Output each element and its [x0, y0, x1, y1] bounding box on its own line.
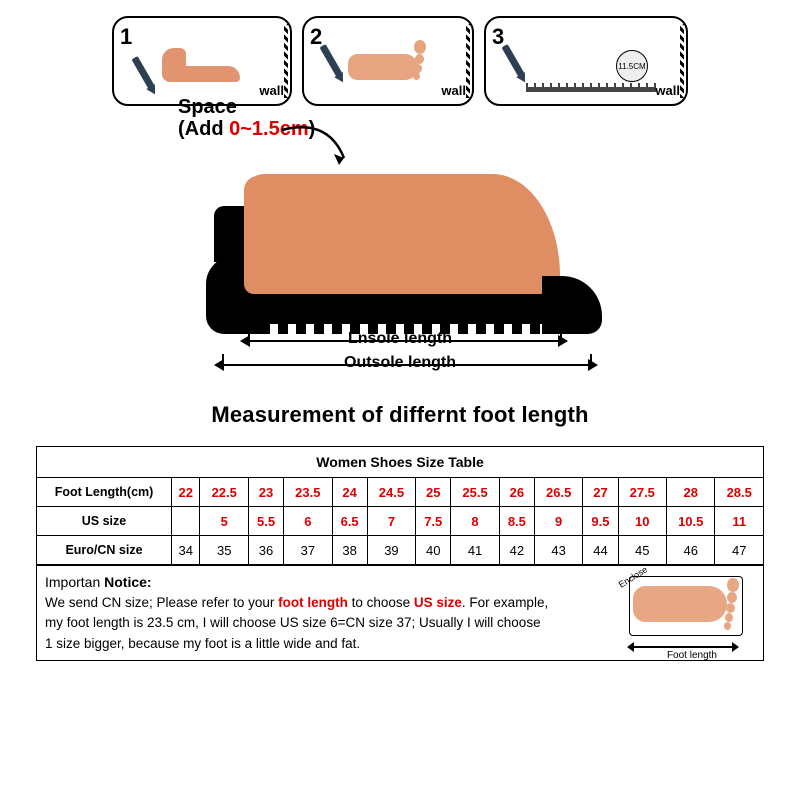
size-cell: 7.5 — [416, 507, 451, 536]
foot-length-label: Foot length — [0, 306, 800, 324]
size-cell: 26 — [499, 478, 534, 507]
foot-length-mini-label: Foot length — [667, 650, 717, 661]
size-cell: 6 — [284, 507, 332, 536]
notice-heading: Importan Notice: — [45, 572, 599, 593]
wall-hatch-icon — [284, 24, 288, 98]
notice-line-2: my foot length is 23.5 cm, I will choose… — [45, 613, 599, 633]
size-cell: 25 — [416, 478, 451, 507]
size-cell: 11 — [715, 507, 764, 536]
size-cell: 27 — [583, 478, 618, 507]
step-2-wall-label: wall — [441, 83, 466, 98]
notice-text: Importan Notice: We send CN size; Please… — [37, 566, 607, 660]
size-table-container: Women Shoes Size Table Foot Length(cm)22… — [36, 446, 764, 565]
notice-head-plain: Importan — [45, 574, 100, 590]
pencil-icon — [131, 56, 154, 89]
size-cell: 47 — [715, 536, 764, 565]
size-cell: 24 — [332, 478, 367, 507]
measurement-circle: 11.5CM — [616, 50, 648, 82]
notice-foot-length-keyword: foot length — [278, 595, 348, 610]
size-cell: 5 — [200, 507, 248, 536]
size-cell: 24.5 — [367, 478, 415, 507]
size-cell: 6.5 — [332, 507, 367, 536]
space-title: Space — [178, 96, 237, 118]
outsole-length-label: Outsole length — [0, 354, 800, 372]
size-cell: 22.5 — [200, 478, 248, 507]
table-row: Foot Length(cm)2222.52323.52424.52525.52… — [37, 478, 764, 507]
notice-line-3: 1 size bigger, because my foot is a litt… — [45, 634, 599, 654]
size-cell: 5.5 — [248, 507, 283, 536]
size-cell: 23.5 — [284, 478, 332, 507]
pencil-icon — [319, 44, 342, 77]
side-foot-icon — [162, 38, 242, 82]
pencil-icon — [501, 44, 524, 77]
notice-us-size-keyword: US size — [414, 595, 462, 610]
mini-foot-icon: Enclose Foot length — [629, 576, 737, 638]
circle-value: 11.5CM — [618, 62, 645, 71]
size-cell: 40 — [416, 536, 451, 565]
size-cell: 46 — [667, 536, 715, 565]
row-label: US size — [37, 507, 172, 536]
size-cell: 25.5 — [451, 478, 499, 507]
step-1-number: 1 — [120, 24, 132, 50]
top-foot-icon — [348, 38, 420, 86]
size-cell: 44 — [583, 536, 618, 565]
row-label: Foot Length(cm) — [37, 478, 172, 507]
step-3-wall-label: wall — [655, 83, 680, 98]
size-cell: 8 — [451, 507, 499, 536]
size-cell: 45 — [618, 536, 666, 565]
size-cell: 28 — [667, 478, 715, 507]
size-cell: 26.5 — [534, 478, 582, 507]
size-cell: 41 — [451, 536, 499, 565]
size-cell: 37 — [284, 536, 332, 565]
size-cell: 42 — [499, 536, 534, 565]
insole-length-label: Lnsole length — [0, 330, 800, 348]
size-cell — [172, 507, 200, 536]
table-row: US size 55.566.577.588.599.51010.511 — [37, 507, 764, 536]
wall-hatch-icon — [680, 24, 684, 98]
wall-hatch-icon — [466, 24, 470, 98]
size-table: Women Shoes Size Table Foot Length(cm)22… — [36, 446, 764, 565]
notice-line-1: We send CN size; Please refer to your fo… — [45, 593, 599, 613]
size-cell: 23 — [248, 478, 283, 507]
size-cell: 35 — [200, 536, 248, 565]
step-1-box: 1 wall — [112, 16, 292, 106]
size-cell: 34 — [172, 536, 200, 565]
foot-diagram: Space (Add 0~1.5cm) Foot length Lnsole l… — [0, 106, 800, 396]
size-cell: 8.5 — [499, 507, 534, 536]
notice-box: Importan Notice: We send CN size; Please… — [36, 565, 764, 661]
size-cell: 9.5 — [583, 507, 618, 536]
step-3-box: 3 11.5CM wall — [484, 16, 688, 106]
size-cell: 38 — [332, 536, 367, 565]
row-label: Euro/CN size — [37, 536, 172, 565]
step-2-box: 2 wall — [302, 16, 474, 106]
size-cell: 36 — [248, 536, 283, 565]
size-cell: 28.5 — [715, 478, 764, 507]
size-cell: 10.5 — [667, 507, 715, 536]
size-cell: 7 — [367, 507, 415, 536]
table-row: Euro/CN size3435363738394041424344454647 — [37, 536, 764, 565]
size-table-title: Women Shoes Size Table — [37, 447, 764, 478]
size-cell: 22 — [172, 478, 200, 507]
size-cell: 43 — [534, 536, 582, 565]
notice-head-bold: Notice: — [100, 574, 151, 590]
size-cell: 9 — [534, 507, 582, 536]
notice-figure: Enclose Foot length — [607, 566, 763, 660]
size-cell: 27.5 — [618, 478, 666, 507]
diagram-title: Measurement of differnt foot length — [0, 402, 800, 428]
foot-length-arrow-icon — [633, 646, 733, 648]
size-cell: 10 — [618, 507, 666, 536]
measurement-steps: 1 wall 2 wall 3 11.5CM wall — [0, 0, 800, 106]
size-cell: 39 — [367, 536, 415, 565]
ruler-icon — [526, 87, 656, 92]
